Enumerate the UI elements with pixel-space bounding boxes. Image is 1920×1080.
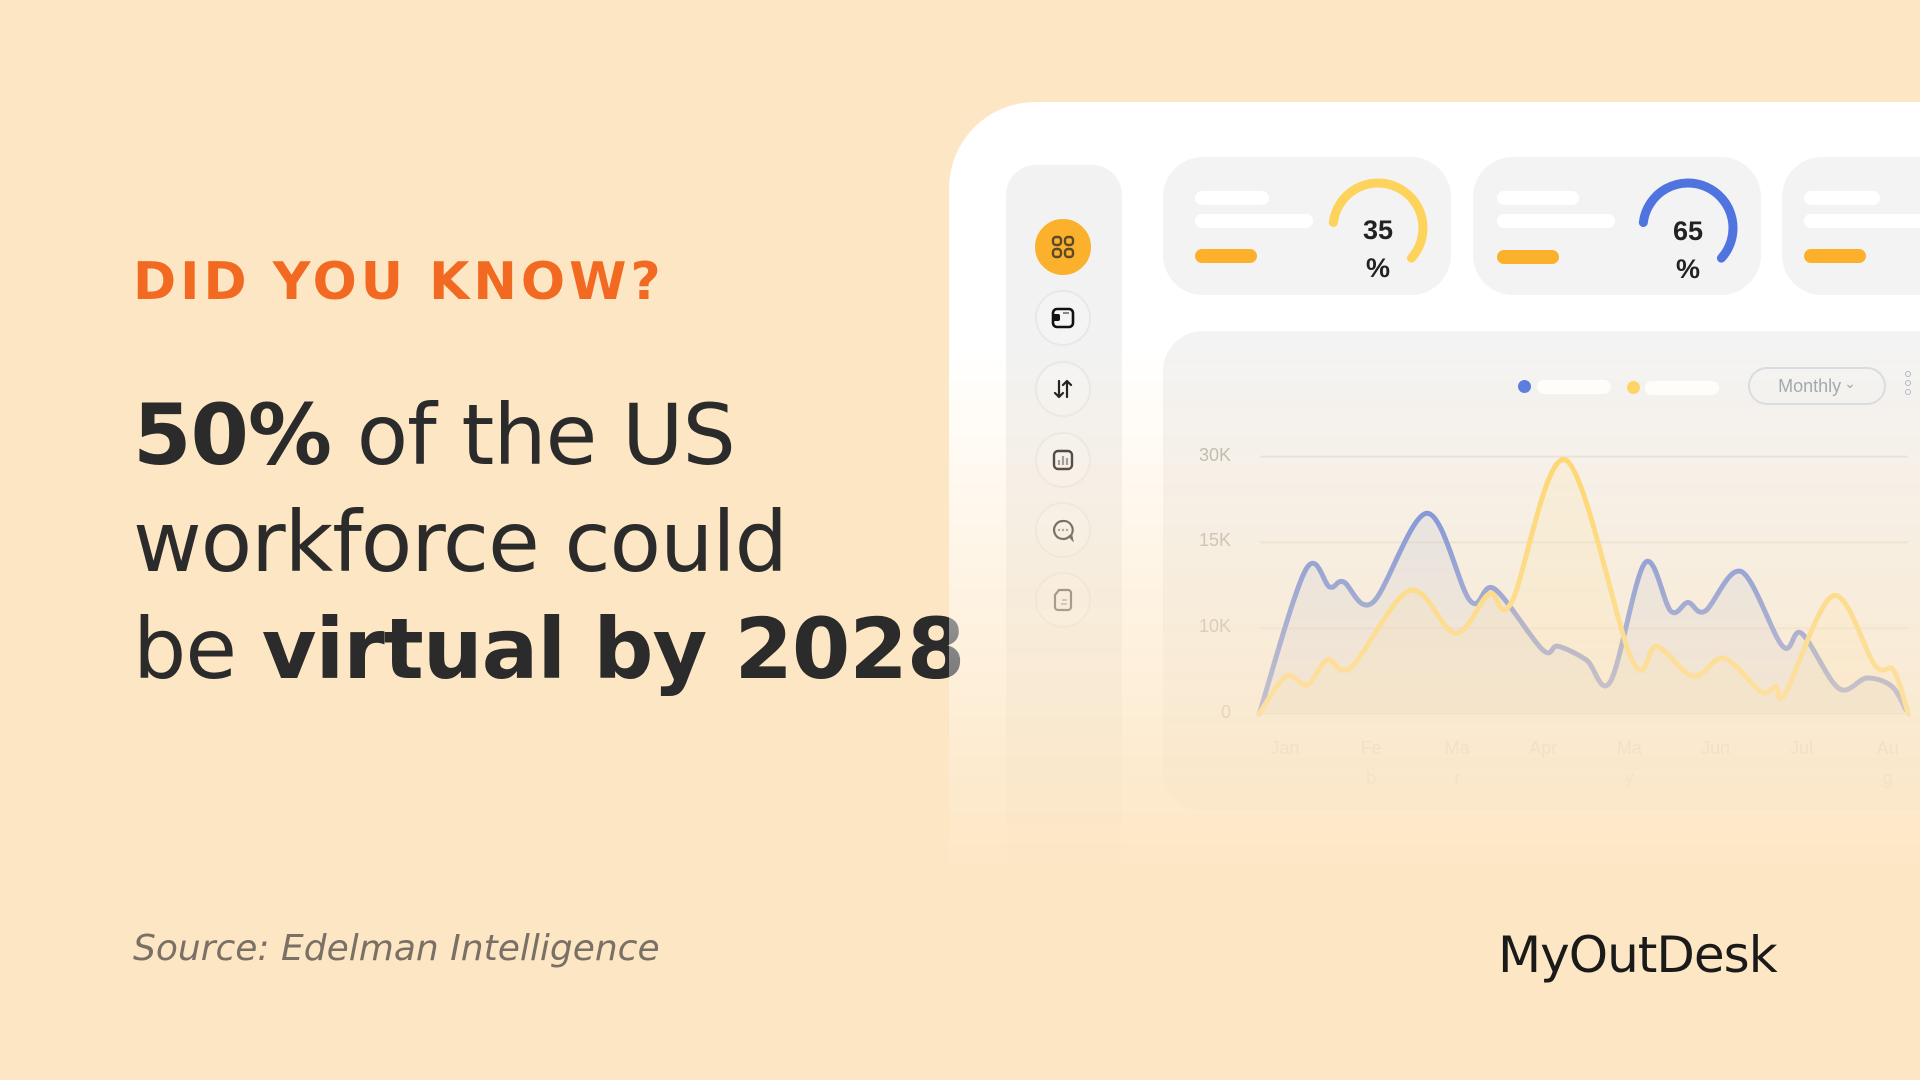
placeholder-bar xyxy=(1804,191,1880,205)
x-tick-label: Apr xyxy=(1529,738,1558,758)
bar-chart-icon xyxy=(1052,449,1074,471)
sidebar-item-documents[interactable] xyxy=(1035,572,1091,628)
source-citation: Source: Edelman Intelligence xyxy=(133,928,660,969)
headline: 50% of the US workforce could be virtual… xyxy=(133,382,966,703)
placeholder-bar-accent xyxy=(1497,250,1559,264)
document-icon xyxy=(1053,588,1073,612)
placeholder-bar-accent xyxy=(1804,249,1866,263)
headline-emphasis: virtual by 2028 xyxy=(261,600,966,698)
series-area-0 xyxy=(1259,513,1906,714)
brand-logo: MyOutDesk xyxy=(1498,926,1778,984)
gauge-value: 35 xyxy=(1362,215,1394,245)
y-tick-label: 0 xyxy=(1220,702,1231,722)
x-tick-label: Jan xyxy=(1270,738,1300,758)
dashboard-mockup: 35 % 65 % Monthly ⌄ 30K 15K 10K 0 Jan Feb Mar Ap… xyxy=(949,102,1920,925)
series-area-1 xyxy=(1259,459,1909,714)
sidebar-item-wallet[interactable] xyxy=(1035,290,1091,346)
sidebar-item-transfers[interactable] xyxy=(1035,361,1091,417)
placeholder-bar xyxy=(1497,191,1579,205)
stat-card: 35 % xyxy=(1163,157,1451,295)
legend-label-placeholder xyxy=(1645,381,1719,395)
x-tick-label: Aug xyxy=(1876,738,1899,788)
y-tick-label: 15K xyxy=(1198,530,1231,551)
placeholder-bar xyxy=(1804,214,1920,228)
more-options-icon[interactable] xyxy=(1905,371,1911,398)
legend-dot-yellow xyxy=(1627,381,1640,394)
x-tick-label: Mar xyxy=(1444,738,1470,788)
legend-dot-blue xyxy=(1518,380,1531,393)
gauge-unit: % xyxy=(1675,254,1700,284)
headline-text: workforce could xyxy=(133,493,788,591)
y-tick-label: 30K xyxy=(1198,444,1231,465)
headline-text: be xyxy=(133,600,262,698)
placeholder-bar xyxy=(1497,214,1615,228)
y-tick-label: 10K xyxy=(1198,616,1231,637)
period-dropdown[interactable]: Monthly ⌄ xyxy=(1748,367,1886,405)
period-label: Monthly xyxy=(1778,375,1842,396)
sidebar-item-reports[interactable] xyxy=(1035,432,1091,488)
series-line-1 xyxy=(1256,457,1911,717)
dashboard-grid-icon xyxy=(1051,235,1075,259)
stat-card: 65 % xyxy=(1473,157,1761,295)
headline-stat: 50% xyxy=(133,386,332,484)
headline-text: of the US xyxy=(331,386,736,484)
series-line-0 xyxy=(1256,510,1909,717)
kicker-heading: DID YOU KNOW? xyxy=(133,252,665,312)
chevron-down-icon: ⌄ xyxy=(1844,374,1856,391)
gauge-ring xyxy=(1328,178,1428,263)
placeholder-bar xyxy=(1195,214,1313,228)
sidebar-item-dashboard[interactable] xyxy=(1035,219,1091,275)
x-tick-label: May xyxy=(1616,738,1642,788)
gauge-unit: % xyxy=(1365,253,1390,283)
sidebar xyxy=(1006,165,1122,925)
transfer-arrows-icon xyxy=(1053,379,1073,399)
x-tick-label: Jul xyxy=(1790,738,1814,758)
gauge-ring xyxy=(1638,178,1738,263)
placeholder-bar-accent xyxy=(1195,249,1257,263)
stat-card xyxy=(1782,157,1920,295)
chart-panel: Monthly ⌄ xyxy=(1163,331,1920,811)
x-tick-label: Jun xyxy=(1700,738,1731,758)
sidebar-item-messages[interactable] xyxy=(1035,502,1091,558)
x-tick-label: Feb xyxy=(1360,738,1382,788)
gauge-value: 65 xyxy=(1672,216,1704,246)
legend-label-placeholder xyxy=(1537,380,1611,394)
line-chart xyxy=(1256,455,1911,717)
chat-bubble-icon xyxy=(1052,519,1074,543)
wallet-icon xyxy=(1051,307,1075,329)
placeholder-bar xyxy=(1195,191,1269,205)
